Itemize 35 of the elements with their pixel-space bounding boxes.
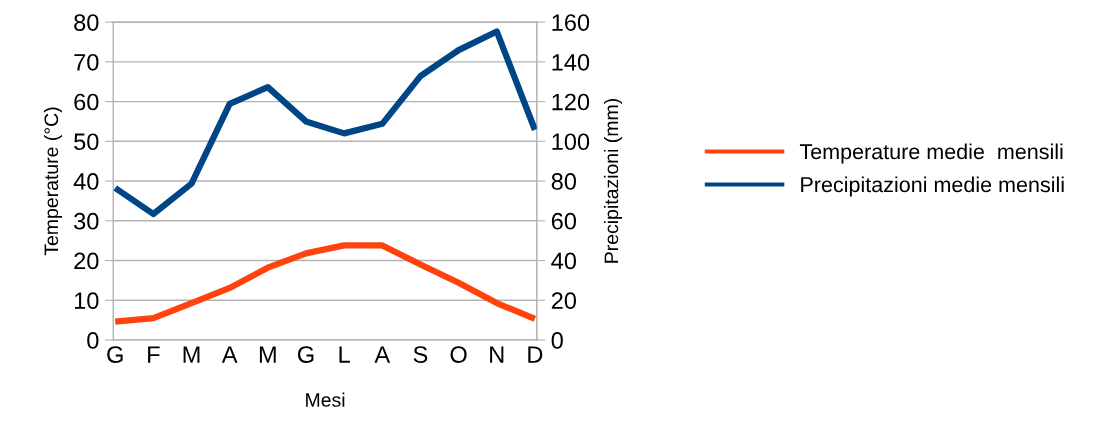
y2-tick-label: 120 (552, 93, 590, 111)
y2-tick-label: 0 (551, 332, 563, 349)
x-tick-label: S (413, 346, 428, 363)
x-axis-title: Mesi (306, 392, 345, 407)
y-tick-label: 40 (73, 173, 99, 190)
y2-tick-label: 80 (551, 173, 577, 190)
x-tick-label: L (339, 346, 350, 363)
x-tick-label: D (528, 346, 543, 363)
y2-tick-label: 140 (552, 53, 590, 71)
y2-tick-label: 160 (552, 14, 590, 31)
x-tick-label: O (450, 346, 467, 363)
y-tick-label: 10 (74, 292, 99, 310)
y-axis-title: Temperature (°C) (43, 107, 63, 256)
y2-tick-label: 100 (552, 133, 590, 151)
legend-label: Precipitazioni medie mensili (801, 176, 1064, 197)
x-tick-label: F (148, 346, 160, 363)
y2-tick-label: 40 (551, 252, 577, 270)
x-tick-label: G (107, 346, 123, 363)
x-tick-label: M (259, 346, 276, 363)
y-tick-label: 60 (74, 93, 99, 111)
y2-tick-label: 20 (551, 292, 577, 310)
x-tick-label: M (183, 346, 200, 363)
y-tick-label: 70 (74, 53, 99, 71)
legend-label: Temperature medie mensili (799, 143, 1063, 164)
y-tick-label: 50 (74, 133, 99, 151)
y2-tick-label: 60 (551, 212, 577, 230)
y-tick-label: 20 (74, 252, 99, 270)
y-tick-label: 30 (74, 212, 99, 230)
x-tick-label: N (490, 346, 504, 363)
x-tick-label: A (374, 346, 391, 363)
y2-axis-title: Precipitazioni (mm) (603, 99, 623, 263)
y-tick-label: 80 (74, 14, 99, 31)
x-tick-label: A (221, 346, 238, 363)
y-tick-label: 0 (87, 332, 99, 349)
x-tick-label: G (297, 346, 314, 363)
